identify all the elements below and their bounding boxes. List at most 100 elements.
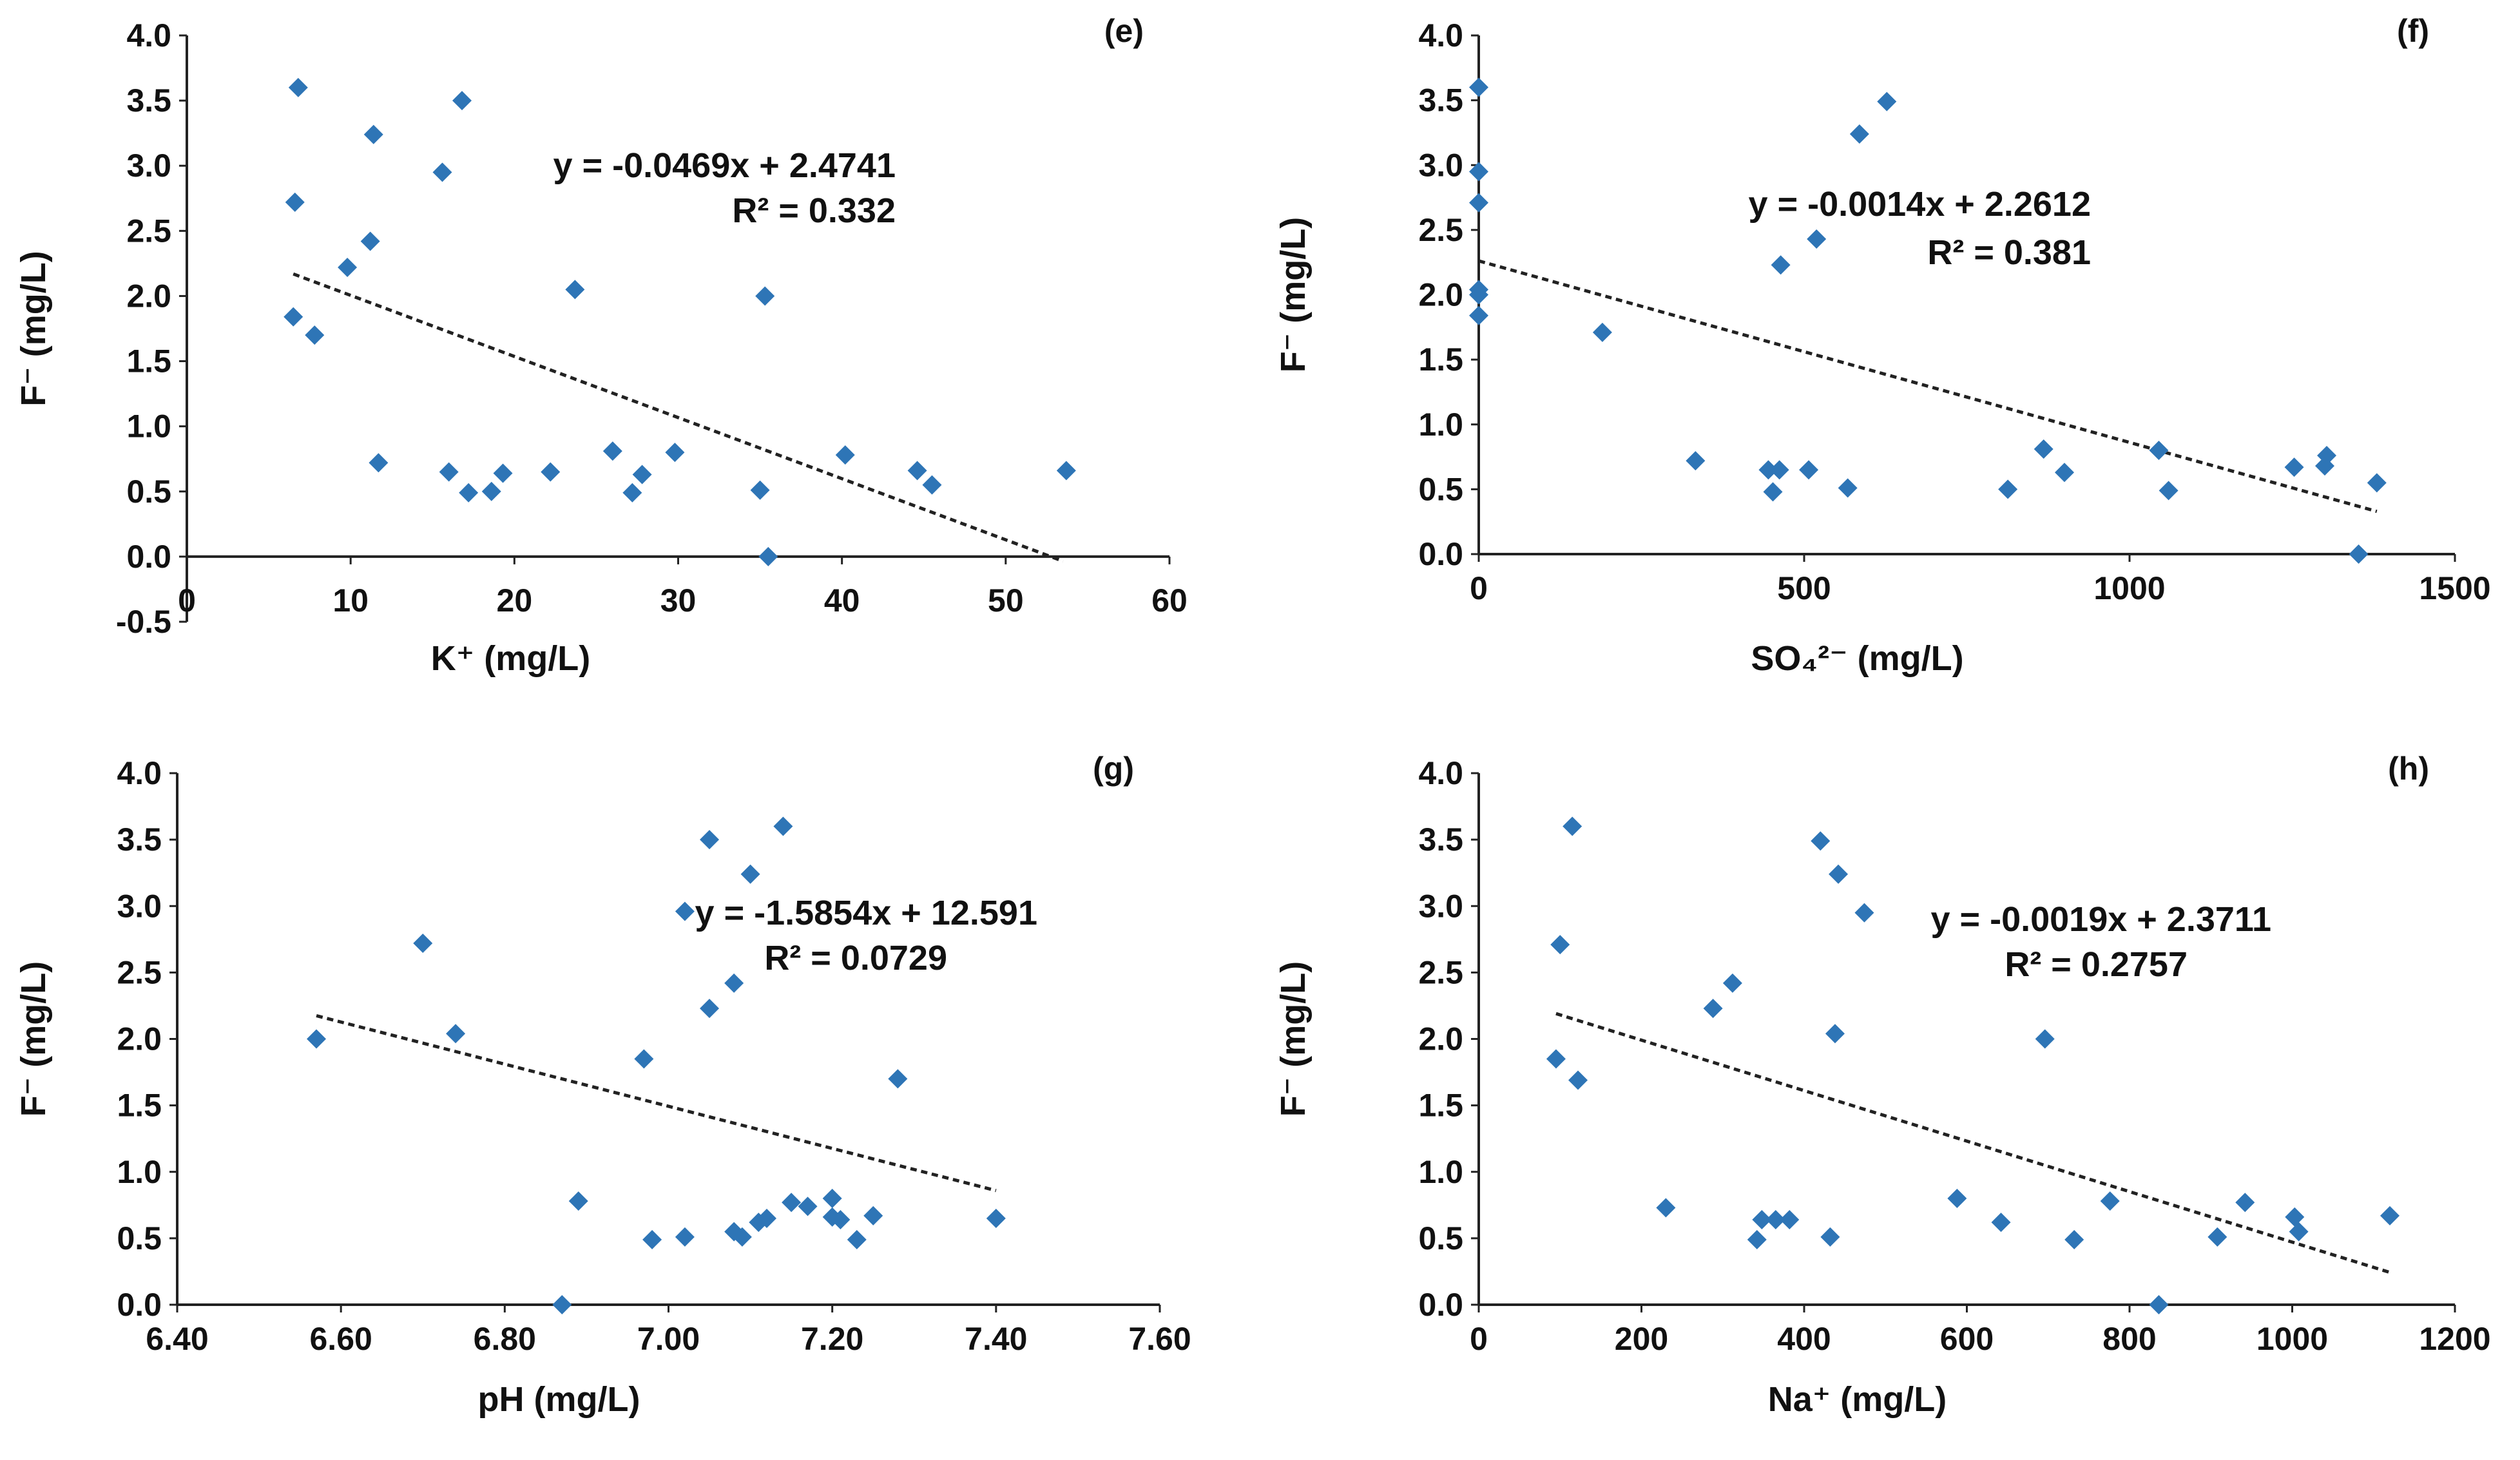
data-point xyxy=(675,1227,695,1247)
trendline xyxy=(1478,259,2378,514)
y-tick-label: 3.5 xyxy=(1418,821,1463,858)
data-point xyxy=(493,463,513,483)
data-point xyxy=(413,934,433,953)
data-point xyxy=(622,483,642,503)
data-point xyxy=(1722,973,1742,993)
data-point xyxy=(1469,305,1488,325)
x-tick-label: 50 xyxy=(988,582,1024,619)
data-point xyxy=(2235,1193,2255,1213)
y-tick-label: 4.0 xyxy=(117,755,162,791)
x-tick-label: 30 xyxy=(660,582,697,619)
data-point xyxy=(459,483,479,503)
data-point xyxy=(757,1208,776,1228)
data-point xyxy=(285,192,305,212)
data-point xyxy=(2034,439,2054,459)
data-point xyxy=(1703,999,1723,1019)
data-point xyxy=(700,830,720,850)
data-point xyxy=(452,91,472,111)
y-tick-label: 1.5 xyxy=(1418,341,1463,378)
data-point xyxy=(1592,322,1612,342)
y-tick-label: 2.5 xyxy=(1418,212,1463,248)
data-point xyxy=(2149,1295,2169,1314)
data-point xyxy=(2149,441,2169,460)
data-point xyxy=(700,999,720,1019)
chart-panel-f: 0.0 0.5 1.0 1.5 2.0 2.5 3.0 3.5 4.0 0 500 1000 1500 S… xyxy=(1260,0,2516,722)
x-tick-label: 1500 xyxy=(2419,570,2490,606)
chart-panel-h: 0.0 0.5 1.0 1.5 2.0 2.5 3.0 3.5 4.0 0 200 400 600 800… xyxy=(1260,735,2516,1456)
data-point xyxy=(2064,1229,2084,1249)
y-tick-label: 3.0 xyxy=(1418,147,1463,183)
data-point xyxy=(1849,124,1869,144)
data-point xyxy=(1998,479,2018,499)
y-tick-label: 1.0 xyxy=(126,408,171,445)
y-tick-label: 2.0 xyxy=(117,1021,162,1057)
x-tick-label: 7.60 xyxy=(1128,1321,1191,1357)
data-point xyxy=(888,1069,908,1089)
data-point xyxy=(773,816,793,836)
data-point xyxy=(2055,463,2074,483)
data-point xyxy=(755,286,775,306)
y-tick-label: 3.0 xyxy=(126,148,171,184)
y-tick-label: 1.0 xyxy=(117,1154,162,1190)
y-tick-label: 0.5 xyxy=(1418,1220,1463,1256)
data-point xyxy=(439,462,459,482)
data-point xyxy=(1568,1070,1588,1090)
data-point xyxy=(632,465,652,485)
y-tick-label: 1.5 xyxy=(126,343,171,379)
r-squared-label: R² = 0.2757 xyxy=(2005,945,2188,984)
chart-panel-g: 0.0 0.5 1.0 1.5 2.0 2.5 3.0 3.5 4.0 6.40 6.60 6.80 7… xyxy=(0,735,1256,1456)
trendline xyxy=(293,272,1064,563)
y-tick-label: 0.5 xyxy=(126,474,171,510)
y-tick-label: 0.5 xyxy=(1418,471,1463,507)
data-point xyxy=(2207,1227,2227,1247)
x-tick-label: 800 xyxy=(2102,1321,2156,1357)
data-point xyxy=(1991,1213,2011,1233)
y-tick-label: 0.5 xyxy=(117,1220,162,1256)
chart-e-svg: -0.5 0.0 0.5 1.0 1.5 2.0 2.5 3.0 3.5 4.0 0 10 20 30 40… xyxy=(14,13,1188,678)
panel-label: (g) xyxy=(1093,751,1134,787)
x-tick-label: 1000 xyxy=(2256,1321,2328,1357)
data-point xyxy=(2289,1222,2309,1242)
data-point xyxy=(338,257,358,277)
data-point xyxy=(831,1210,851,1229)
data-point xyxy=(1563,816,1582,836)
x-axis-title: pH (mg/L) xyxy=(478,1380,640,1419)
y-tick-label: 0.0 xyxy=(1418,536,1463,572)
r-squared-label: R² = 0.0729 xyxy=(764,939,947,977)
data-point xyxy=(1656,1198,1676,1218)
data-point xyxy=(1769,460,1789,480)
y-tick-label: 1.0 xyxy=(1418,1154,1463,1190)
data-point xyxy=(2285,1207,2305,1227)
data-point xyxy=(305,325,325,345)
data-point xyxy=(1807,229,1827,249)
data-point xyxy=(288,77,308,97)
data-point xyxy=(2100,1191,2120,1211)
y-axis-title: F⁻ (mg/L) xyxy=(1274,217,1313,372)
x-axis-title: Na⁺ (mg/L) xyxy=(1768,1380,1947,1419)
data-point xyxy=(1546,1049,1566,1069)
x-axis-title: K⁺ (mg/L) xyxy=(431,639,590,678)
data-point xyxy=(847,1229,867,1249)
x-tick-label: 40 xyxy=(824,582,860,619)
data-point xyxy=(2035,1029,2055,1049)
data-point xyxy=(552,1295,572,1314)
panel-label: (e) xyxy=(1104,13,1144,49)
chart-f-svg: 0.0 0.5 1.0 1.5 2.0 2.5 3.0 3.5 4.0 0 500 1000 1500 S… xyxy=(1274,13,2491,678)
data-point xyxy=(1780,1210,1800,1229)
data-point xyxy=(2380,1205,2400,1225)
data-point xyxy=(432,162,452,182)
data-point xyxy=(758,546,778,566)
r-squared-label: R² = 0.381 xyxy=(1927,233,2091,272)
x-tick-label: 600 xyxy=(1940,1321,1994,1357)
y-tick-label: 3.5 xyxy=(126,82,171,119)
data-point xyxy=(1811,831,1831,851)
x-tick-label: 20 xyxy=(497,582,533,619)
data-point xyxy=(642,1229,662,1249)
regression-equation: y = -1.5854x + 12.591 xyxy=(695,894,1037,932)
x-tick-label: 0 xyxy=(1470,1321,1488,1357)
y-tick-label: 1.5 xyxy=(117,1088,162,1124)
data-point xyxy=(602,441,622,461)
data-point xyxy=(2317,446,2337,466)
data-point xyxy=(1752,1210,1772,1229)
y-tick-label: 0.0 xyxy=(126,539,171,575)
